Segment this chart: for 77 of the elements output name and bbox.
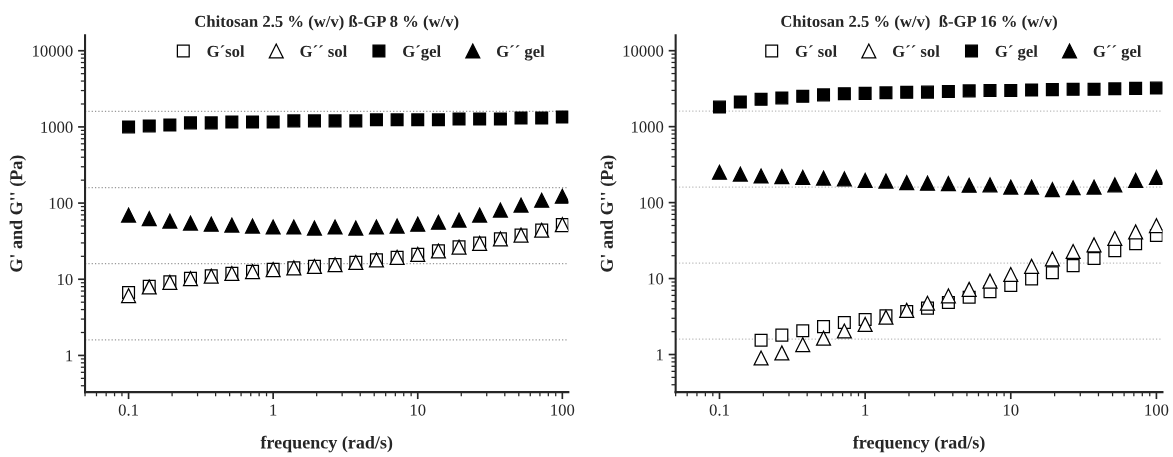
point (182, 215, 199, 231)
point (120, 288, 137, 304)
point (554, 188, 569, 204)
x-tick-label: 10 (410, 404, 426, 416)
point (493, 112, 507, 126)
legend-label: G´´ sol (892, 45, 940, 58)
point (183, 116, 197, 130)
y-tick-label: 100 (640, 197, 664, 209)
legend-label: G´´ gel (1093, 45, 1142, 61)
point (265, 219, 281, 235)
legend-label: G´gel (403, 45, 441, 61)
point (163, 118, 177, 132)
point (452, 112, 466, 126)
y-axis-title: G' and G'' (Pa) (9, 155, 27, 272)
y-tick-label: 1 (656, 349, 663, 361)
point (492, 202, 508, 218)
point (266, 115, 280, 129)
y-tick-label: 1 (66, 350, 73, 362)
point (451, 212, 467, 228)
y-tick-label: 10 (648, 273, 664, 285)
x-tick-label: 0.1 (709, 404, 729, 416)
point (224, 217, 240, 233)
legend-label: G´´ sol (300, 45, 347, 58)
point (390, 113, 404, 127)
x-axis-title: frequency (rad/s) (852, 435, 985, 453)
y-tick-label: 10000 (33, 45, 73, 57)
point (368, 219, 385, 235)
point (431, 113, 445, 127)
point (204, 116, 218, 130)
point (122, 120, 136, 134)
point (411, 113, 425, 127)
point (141, 211, 157, 227)
x-tick-label: 10 (1003, 404, 1019, 416)
point (534, 192, 550, 208)
point (348, 220, 364, 236)
point (244, 218, 261, 234)
legend-label: G´´ gel (496, 45, 545, 61)
point (410, 216, 426, 232)
point (389, 218, 405, 234)
point (369, 113, 383, 127)
point (349, 114, 363, 128)
point (307, 114, 321, 128)
x-axis-title: frequency (rad/s) (260, 435, 393, 453)
point (162, 213, 178, 229)
y-tick-label: 10 (58, 273, 73, 286)
x-tick-label: 1 (862, 404, 869, 416)
y-tick-label: 1000 (631, 121, 664, 133)
chart-title: Chitosan 2.5 % (w/v) ß-GP 8 % (w/v) (195, 15, 459, 31)
legend-label: G´ sol (795, 45, 837, 58)
point (327, 219, 343, 235)
point (286, 219, 302, 235)
x-tick-label: 100 (1145, 404, 1169, 416)
point (535, 111, 549, 125)
point (306, 220, 323, 236)
point (225, 115, 239, 129)
point (142, 119, 156, 133)
point (328, 114, 342, 128)
point (246, 115, 260, 129)
y-tick-label: 100 (49, 197, 73, 210)
y-tick-label: 1000 (41, 121, 73, 133)
chart-title: Chitosan 2.5 % (w/v) ß-GP 16 % (w/v) (781, 15, 1057, 31)
legend-label: G´sol (207, 45, 245, 58)
x-tick-label: 1 (270, 404, 277, 416)
point (203, 216, 219, 232)
point (430, 214, 446, 230)
point (513, 197, 529, 213)
point (287, 114, 301, 128)
point (514, 111, 528, 125)
legend-label: G´ gel (995, 45, 1038, 61)
x-tick-label: 100 (551, 404, 575, 416)
point (120, 207, 137, 223)
x-tick-label: 0.1 (118, 404, 138, 416)
point (473, 112, 487, 126)
point (555, 110, 569, 124)
point (472, 207, 488, 223)
y-tick-label: 10000 (623, 45, 664, 57)
y-axis-title: G' and G'' (Pa) (600, 155, 617, 272)
